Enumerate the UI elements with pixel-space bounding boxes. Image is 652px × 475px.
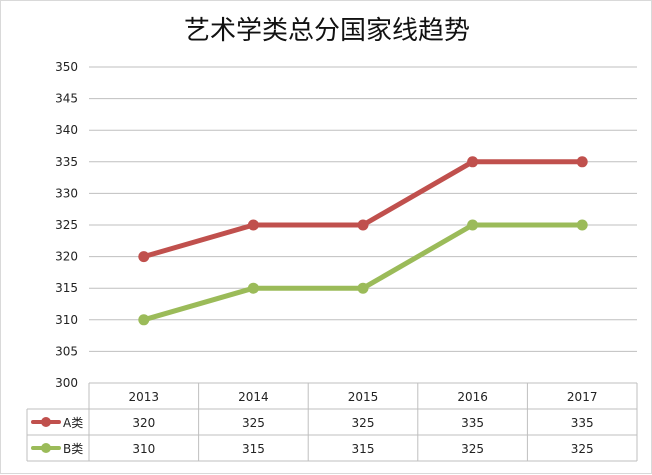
- data-label-1-2013: 310: [132, 442, 155, 456]
- y-tick-label-345: 345: [55, 92, 78, 106]
- data-point-0-2017: [576, 156, 588, 168]
- data-label-1-2015: 315: [352, 442, 375, 456]
- y-tick-label-325: 325: [55, 218, 78, 232]
- data-point-1-2016: [467, 219, 479, 231]
- data-point-0-2013: [138, 251, 150, 263]
- y-tick-label-320: 320: [55, 250, 78, 264]
- y-tick-label-300: 300: [55, 376, 78, 390]
- legend-label-0: A类: [63, 416, 83, 430]
- data-point-1-2014: [247, 282, 259, 294]
- data-label-1-2017: 325: [571, 442, 594, 456]
- legend-label-1: B类: [63, 442, 83, 456]
- y-tick-label-305: 305: [55, 344, 78, 358]
- data-point-1-2015: [357, 282, 369, 294]
- data-point-1-2013: [138, 314, 150, 326]
- y-tick-label-310: 310: [55, 313, 78, 327]
- y-axis-ticks: 300 305 310 315 320 325 330 335 340 345 350: [55, 60, 78, 390]
- y-tick-label-340: 340: [55, 123, 78, 137]
- y-tick-label-335: 335: [55, 155, 78, 169]
- legend-marker-1: [41, 443, 51, 453]
- data-label-0-2013: 320: [132, 416, 155, 430]
- chart-title: 艺术学类总分国家线趋势: [184, 16, 470, 46]
- x-tick-label-2013: 2013: [129, 390, 160, 404]
- gridlines: [89, 66, 637, 352]
- data-point-0-2014: [247, 219, 259, 231]
- x-tick-label-2017: 2017: [567, 390, 598, 404]
- y-tick-label-330: 330: [55, 186, 78, 200]
- data-label-0-2015: 325: [352, 416, 375, 430]
- data-label-0-2014: 325: [242, 416, 265, 430]
- data-label-1-2014: 315: [242, 442, 265, 456]
- x-tick-label-2014: 2014: [238, 390, 269, 404]
- x-tick-label-2015: 2015: [348, 390, 379, 404]
- x-tick-label-2016: 2016: [457, 390, 488, 404]
- legend-marker-0: [41, 417, 51, 427]
- data-table: 2013 2014 2015 2016 2017 A类 320 325 325 335 335 B类 3…: [26, 382, 638, 462]
- series-line-0: [141, 159, 585, 260]
- data-point-0-2015: [357, 219, 369, 231]
- data-label-1-2016: 325: [461, 442, 484, 456]
- data-label-0-2016: 335: [461, 416, 484, 430]
- data-point-0-2016: [467, 156, 479, 168]
- y-tick-label-315: 315: [55, 281, 78, 295]
- series-lines: [138, 156, 588, 326]
- data-point-1-2017: [576, 219, 588, 231]
- data-label-0-2017: 335: [571, 416, 594, 430]
- y-tick-label-350: 350: [55, 60, 78, 74]
